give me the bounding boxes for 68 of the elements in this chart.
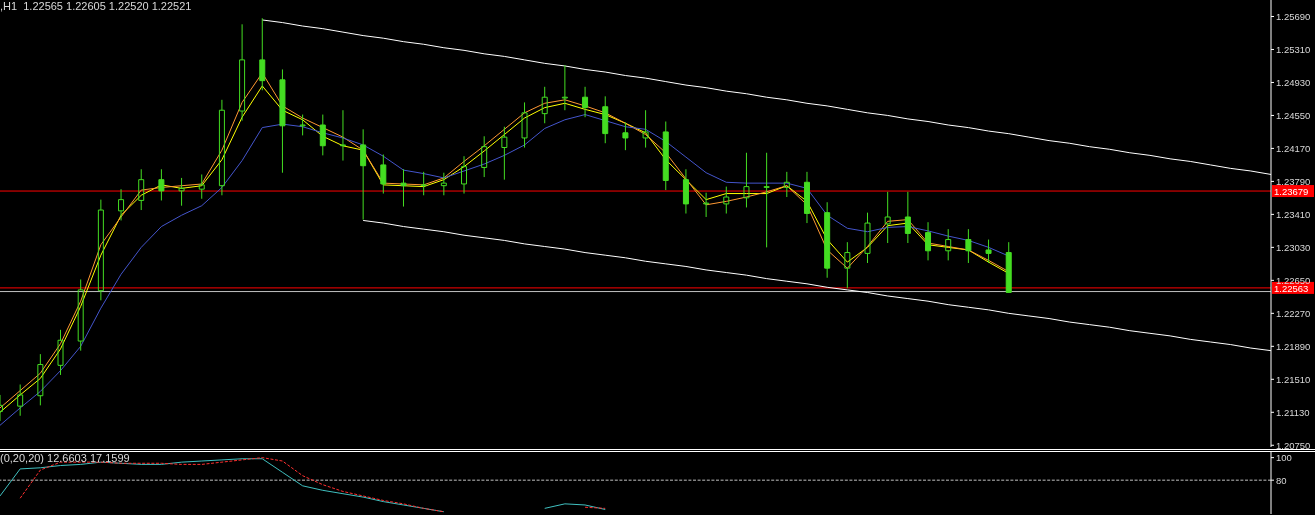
candlestick xyxy=(884,191,891,244)
candlestick xyxy=(763,152,770,248)
candlestick xyxy=(259,17,266,91)
candlestick xyxy=(279,68,286,174)
candlestick xyxy=(178,177,185,207)
candlestick xyxy=(77,278,84,352)
candlestick xyxy=(118,188,125,221)
candlestick xyxy=(803,171,810,224)
candlestick xyxy=(319,114,326,156)
candlestick xyxy=(783,171,790,198)
candlestick xyxy=(945,228,952,261)
candlestick xyxy=(360,128,367,221)
candlestick xyxy=(440,172,447,196)
candlestick xyxy=(17,384,24,417)
y-tick-label: 1.23030 xyxy=(1276,241,1311,253)
candlestick xyxy=(925,221,932,261)
candlestick xyxy=(400,168,407,208)
y-tick-label: 1.24550 xyxy=(1276,109,1311,121)
candlestick xyxy=(723,186,730,215)
candlestick xyxy=(602,95,609,144)
candlestick xyxy=(420,171,427,196)
candlestick xyxy=(158,168,165,201)
y-tick-label: 1.22270 xyxy=(1276,307,1311,319)
candlestick xyxy=(481,135,488,178)
y-tick-label: 1.21130 xyxy=(1276,406,1310,418)
candlestick xyxy=(1005,241,1012,293)
candlestick xyxy=(541,86,548,124)
candlestick xyxy=(703,192,710,218)
candlestick xyxy=(521,101,528,149)
candlestick xyxy=(844,241,851,289)
candlestick xyxy=(582,86,589,118)
candlestick xyxy=(743,152,750,208)
candlestick xyxy=(824,201,831,279)
candlestick xyxy=(57,329,64,376)
y-tick-label: 1.21890 xyxy=(1276,340,1311,352)
y-tick-label: 80 xyxy=(1276,474,1287,486)
candlestick xyxy=(97,199,104,301)
candlestick xyxy=(642,109,649,149)
candlestick xyxy=(37,353,44,406)
candlestick xyxy=(561,64,568,111)
chart-title: ,H1 1.22565 1.22605 1.22520 1.22521 xyxy=(0,0,192,12)
candlestick xyxy=(138,168,145,211)
candlestick xyxy=(339,109,346,162)
chart-title: (0,20,20) 12.6603 17.1599 xyxy=(0,452,130,464)
y-tick-label: 1.23790 xyxy=(1276,175,1311,187)
candlestick xyxy=(501,126,508,181)
y-tick-label: 1.25310 xyxy=(1276,43,1311,55)
candlestick xyxy=(682,168,689,215)
candlestick xyxy=(461,155,468,195)
candlestick xyxy=(380,154,387,195)
y-tick-label: 100 xyxy=(1276,452,1292,464)
candlestick xyxy=(904,191,911,244)
candlestick xyxy=(622,121,629,151)
candlestick xyxy=(965,228,972,264)
y-tick-label: 1.25690 xyxy=(1276,10,1311,22)
y-tick-label: 1.23410 xyxy=(1276,208,1311,220)
y-tick-label: 1.24930 xyxy=(1276,76,1311,88)
candlestick xyxy=(239,23,246,122)
candlestick xyxy=(218,99,225,196)
candlestick xyxy=(299,114,306,136)
y-tick-label: 1.21510 xyxy=(1276,373,1311,385)
y-tick-label: 1.24170 xyxy=(1276,142,1311,154)
candlestick xyxy=(864,212,871,264)
candlestick xyxy=(198,173,205,200)
ref-line-label: 1.23679 xyxy=(1274,186,1309,198)
candlestick xyxy=(662,121,669,191)
candlestick xyxy=(985,239,992,264)
y-tick-label: 1.20750 xyxy=(1276,439,1311,451)
